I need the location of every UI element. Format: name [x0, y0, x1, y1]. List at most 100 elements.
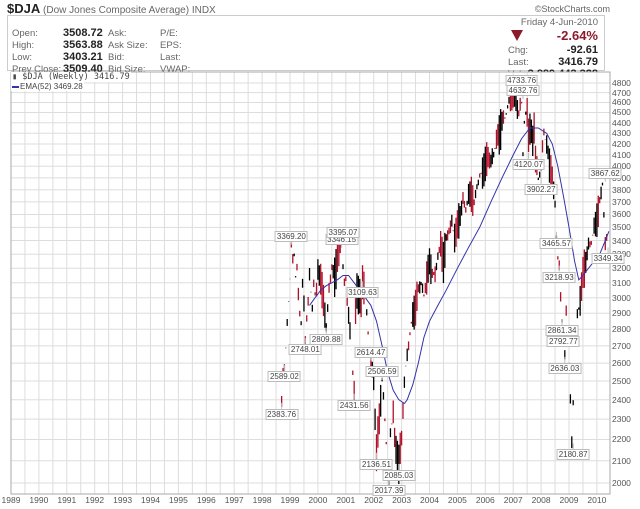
chg-label: Chg:: [508, 45, 529, 56]
price-annotation: 2792.77: [546, 336, 580, 348]
y-tick-label: 3100: [612, 277, 631, 288]
bid-size-label: Bid Size:: [108, 64, 146, 75]
low-label: Low:: [12, 52, 33, 63]
price-annotation: 2589.02: [267, 371, 301, 383]
y-tick-label: 3200: [612, 263, 631, 274]
x-tick-label: 2005: [447, 495, 467, 505]
x-tick-label: 2001: [336, 495, 356, 505]
x-tick-label: 2002: [364, 495, 384, 505]
y-tick-label: 2100: [612, 455, 631, 466]
price-annotation: 2748.01: [288, 343, 322, 355]
x-tick-label: 2003: [392, 495, 412, 505]
y-tick-label: 4000: [612, 161, 631, 172]
x-tick-label: 2000: [308, 495, 328, 505]
x-tick-label: 1991: [57, 495, 77, 505]
y-tick-label: 4100: [612, 150, 631, 161]
x-tick-label: 2007: [503, 495, 523, 505]
price-annotation: 2180.87: [556, 449, 590, 461]
y-tick-label: 3500: [612, 222, 631, 233]
low-value: 3403.21: [63, 51, 103, 63]
price-annotation: 2431.56: [337, 399, 371, 411]
price-annotation: 2017.39: [372, 485, 406, 497]
chart-title: $DJA (Dow Jones Composite Average) INDX: [7, 1, 216, 16]
x-tick-label: 2004: [420, 495, 439, 505]
chg-value: -92.61: [566, 44, 598, 56]
y-tick-label: 2300: [612, 414, 631, 425]
y-tick-label: 4800: [612, 78, 631, 88]
y-tick-label: 3400: [612, 235, 631, 246]
price-annotation: 3867.62: [588, 167, 622, 179]
eps-label: EPS:: [160, 40, 182, 51]
price-annotation: 4120.07: [512, 158, 545, 170]
price-annotation: 2636.03: [548, 362, 582, 374]
ask-label: Ask:: [108, 28, 127, 39]
price-annotation: 3465.57: [539, 237, 573, 249]
price-annotation: 3395.07: [326, 227, 360, 239]
y-tick-label: 4700: [612, 87, 631, 98]
x-tick-label: 2009: [559, 495, 579, 505]
x-tick-label: 1992: [85, 495, 105, 505]
pe-label: P/E:: [160, 28, 178, 39]
exchange: INDX: [191, 5, 216, 16]
price-annotation: 3902.27: [524, 183, 558, 195]
y-tick-label: 3000: [612, 292, 631, 303]
last-value: 3416.79: [558, 56, 598, 68]
x-tick-label: 1996: [196, 495, 216, 505]
x-tick-label: 1997: [224, 495, 244, 505]
x-tick-label: 1998: [252, 495, 272, 505]
y-tick-label: 2700: [612, 340, 631, 351]
price-annotation: 2506.59: [365, 365, 399, 377]
price-annotation: 3369.20: [274, 230, 308, 242]
y-tick-label: 2800: [612, 324, 631, 335]
y-tick-label: 4400: [612, 117, 631, 128]
index-name: (Dow Jones Composite Average): [43, 5, 190, 16]
symbol: $DJA: [7, 1, 41, 16]
plot-border: [10, 71, 611, 495]
copyright: ©StockCharts.com: [534, 4, 610, 14]
legend-price: ▮ $DJA (Weekly) 3416.79: [11, 72, 131, 82]
y-tick-label: 2600: [612, 358, 631, 369]
bid-label: Bid:: [108, 52, 125, 63]
open-value: 3508.72: [63, 27, 103, 39]
price-annotation: 4632.76: [506, 85, 540, 97]
x-tick-label: 1994: [141, 495, 160, 505]
x-tick-label: 2008: [531, 495, 551, 505]
price-annotation: 2614.47: [354, 346, 388, 358]
ask-size-label: Ask Size:: [108, 40, 148, 51]
down-arrow-icon: [511, 30, 523, 41]
x-tick-label: 1989: [1, 495, 21, 505]
y-tick-label: 4500: [612, 107, 631, 118]
y-tick-label: 2500: [612, 376, 631, 387]
x-tick-label: 1995: [168, 495, 188, 505]
x-tick-label: 2010: [587, 495, 607, 505]
price-annotation: 3218.93: [542, 271, 576, 283]
y-tick-label: 4600: [612, 97, 631, 108]
open-label: Open:: [12, 28, 38, 39]
y-tick-label: 3600: [612, 209, 631, 220]
legend-price-label: $DJA (Weekly) 3416.79: [22, 72, 130, 82]
ema-line-icon: [12, 85, 19, 88]
x-tick-label: 2006: [475, 495, 495, 505]
x-tick-label: 1990: [29, 495, 49, 505]
price-annotation: 3349.34: [591, 253, 625, 265]
x-tick-label: 1993: [113, 495, 133, 505]
price-annotation: 2809.88: [309, 333, 343, 345]
y-tick-label: 4200: [612, 139, 631, 149]
last-label-mid: Last:: [160, 52, 181, 63]
quote-date: Friday 4-Jun-2010: [520, 17, 598, 28]
y-tick-label: 2400: [612, 394, 631, 405]
price-annotation: 2136.51: [360, 458, 393, 470]
legend-ema: EMA(52) 3469.28: [11, 82, 84, 91]
vwap-label: VWAP:: [160, 64, 191, 75]
last-label: Last:: [508, 57, 529, 68]
y-tick-label: 4300: [612, 128, 631, 139]
y-tick-label: 3800: [612, 184, 631, 195]
price-annotation: 2861.34: [545, 325, 579, 337]
y-tick-label: 2200: [612, 434, 631, 445]
price-annotation: 2383.76: [265, 408, 299, 420]
high-value: 3563.88: [63, 39, 103, 51]
quote-panel: Open: 3508.72 High: 3563.88 Low: 3403.21…: [7, 15, 605, 80]
price-annotation: 2085.03: [382, 469, 416, 481]
legend-ema-label: EMA(52) 3469.28: [20, 82, 83, 91]
